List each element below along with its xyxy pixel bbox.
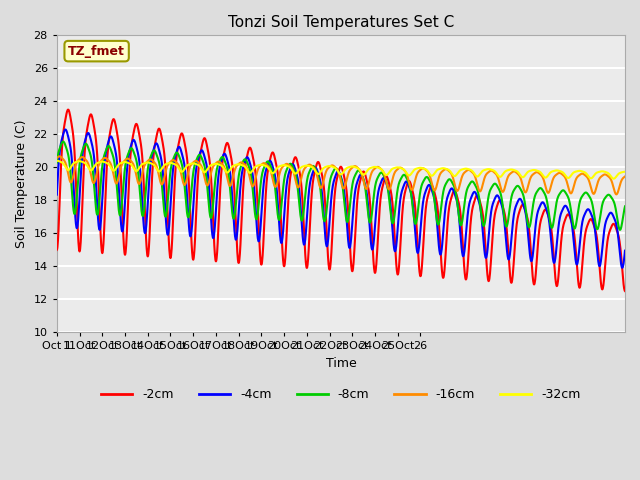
-2cm: [500, 210, 508, 216]
-8cm: [616, 227, 624, 233]
-4cm: [621, 248, 629, 253]
Line: -8cm: -8cm: [57, 142, 625, 230]
Title: Tonzi Soil Temperatures Set C: Tonzi Soil Temperatures Set C: [228, 15, 454, 30]
-32cm: [604, 170, 612, 176]
-4cm: [605, 213, 612, 218]
-8cm: [314, 174, 322, 180]
-32cm: [605, 170, 612, 176]
-16cm: [621, 174, 629, 180]
-4cm: [330, 180, 337, 186]
-8cm: [500, 216, 508, 222]
-4cm: [314, 171, 322, 177]
-2cm: [83, 133, 90, 139]
-16cm: [500, 186, 508, 192]
-2cm: [314, 159, 322, 165]
Text: TZ_fmet: TZ_fmet: [68, 45, 125, 58]
-16cm: [53, 155, 61, 161]
-8cm: [605, 192, 612, 198]
-8cm: [53, 160, 61, 166]
-32cm: [621, 169, 629, 175]
-4cm: [61, 127, 69, 132]
-8cm: [60, 139, 67, 144]
-8cm: [605, 192, 612, 198]
-8cm: [621, 204, 629, 209]
-16cm: [330, 163, 337, 168]
Line: -32cm: -32cm: [57, 161, 625, 179]
-16cm: [612, 192, 620, 197]
-8cm: [83, 141, 90, 147]
-2cm: [65, 107, 72, 112]
-2cm: [330, 212, 337, 217]
-32cm: [610, 176, 618, 181]
-2cm: [605, 232, 612, 238]
-4cm: [605, 212, 612, 218]
-16cm: [83, 157, 90, 163]
-16cm: [56, 154, 63, 159]
X-axis label: Time: Time: [326, 357, 356, 370]
Legend: -2cm, -4cm, -8cm, -16cm, -32cm: -2cm, -4cm, -8cm, -16cm, -32cm: [96, 383, 586, 406]
-2cm: [53, 247, 61, 252]
-4cm: [83, 134, 90, 140]
-2cm: [605, 231, 612, 237]
-32cm: [329, 164, 337, 170]
-4cm: [500, 220, 508, 226]
Y-axis label: Soil Temperature (C): Soil Temperature (C): [15, 120, 28, 248]
-32cm: [500, 169, 508, 175]
-16cm: [605, 174, 612, 180]
Line: -16cm: -16cm: [57, 156, 625, 194]
-4cm: [53, 192, 61, 198]
Line: -4cm: -4cm: [57, 130, 625, 268]
-16cm: [605, 174, 612, 180]
-8cm: [330, 168, 337, 174]
-4cm: [618, 265, 626, 271]
-2cm: [621, 288, 629, 294]
Line: -2cm: -2cm: [57, 109, 625, 291]
-32cm: [314, 171, 322, 177]
-32cm: [53, 158, 61, 164]
-16cm: [314, 178, 322, 184]
-32cm: [82, 161, 90, 167]
